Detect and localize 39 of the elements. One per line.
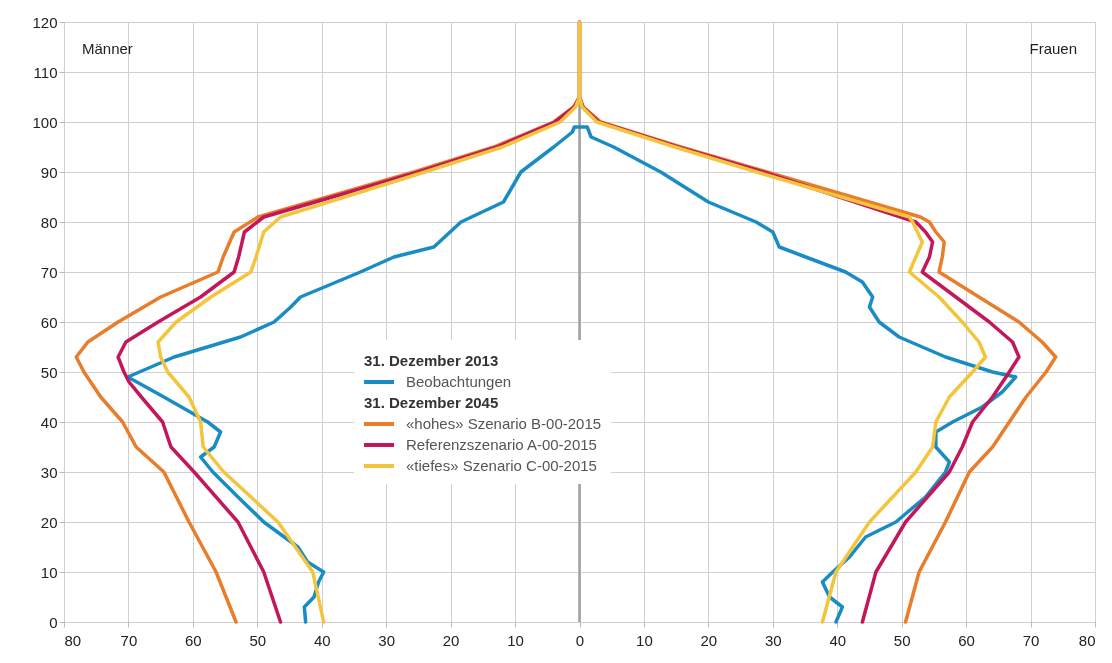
x-tick-label: 20 bbox=[700, 631, 718, 649]
y-tick-label: 60 bbox=[40, 313, 58, 331]
y-tick-label: 30 bbox=[40, 463, 58, 481]
x-tick-label: 80 bbox=[64, 631, 82, 649]
line-series bbox=[126, 125, 1018, 624]
annotation: Frauen bbox=[1029, 40, 1077, 57]
annotation: Männer bbox=[82, 40, 133, 57]
x-tick-label: 80 bbox=[1078, 631, 1096, 649]
y-tick-label: 40 bbox=[40, 413, 58, 431]
x-tick-label: 70 bbox=[1022, 631, 1040, 649]
annotation: 31. Dezember 2013 bbox=[364, 352, 500, 369]
x-tick-label: 10 bbox=[636, 631, 653, 649]
legend-label: Beobachtungen bbox=[406, 373, 512, 390]
x-tick-label: 20 bbox=[442, 631, 460, 649]
legend-label: «tiefes» Szenario C-00-2015 bbox=[406, 457, 597, 474]
x-tick-label: 50 bbox=[249, 631, 267, 649]
x-tick-label: 30 bbox=[764, 631, 782, 649]
y-tick-label: 80 bbox=[40, 213, 58, 231]
y-tick-label: 50 bbox=[40, 363, 58, 381]
x-tick-label: 50 bbox=[893, 631, 911, 649]
x-tick-label: 70 bbox=[120, 631, 138, 649]
annotation: 31. Dezember 2045 bbox=[364, 394, 500, 411]
y-tick-label: 0 bbox=[49, 613, 58, 631]
x-tick-label: 30 bbox=[378, 631, 396, 649]
x-tick-label: 10 bbox=[507, 631, 524, 649]
y-tick-label: 90 bbox=[40, 163, 58, 181]
y-tick-label: 70 bbox=[40, 263, 58, 281]
y-tick-label: 110 bbox=[33, 63, 58, 81]
y-tick-label: 20 bbox=[40, 513, 58, 531]
legend-label: «hohes» Szenario B-00-2015 bbox=[406, 415, 602, 432]
legend-label: Referenzszenario A-00-2015 bbox=[406, 436, 597, 453]
y-tick-label: 100 bbox=[32, 113, 58, 131]
x-tick-label: 40 bbox=[829, 631, 847, 649]
x-tick-label: 60 bbox=[185, 631, 202, 649]
y-tick-label: 10 bbox=[40, 563, 58, 581]
x-tick-label: 60 bbox=[958, 631, 975, 649]
x-tick-label: 0 bbox=[575, 631, 585, 649]
y-tick-label: 120 bbox=[32, 13, 58, 31]
x-tick-label: 40 bbox=[313, 631, 331, 649]
